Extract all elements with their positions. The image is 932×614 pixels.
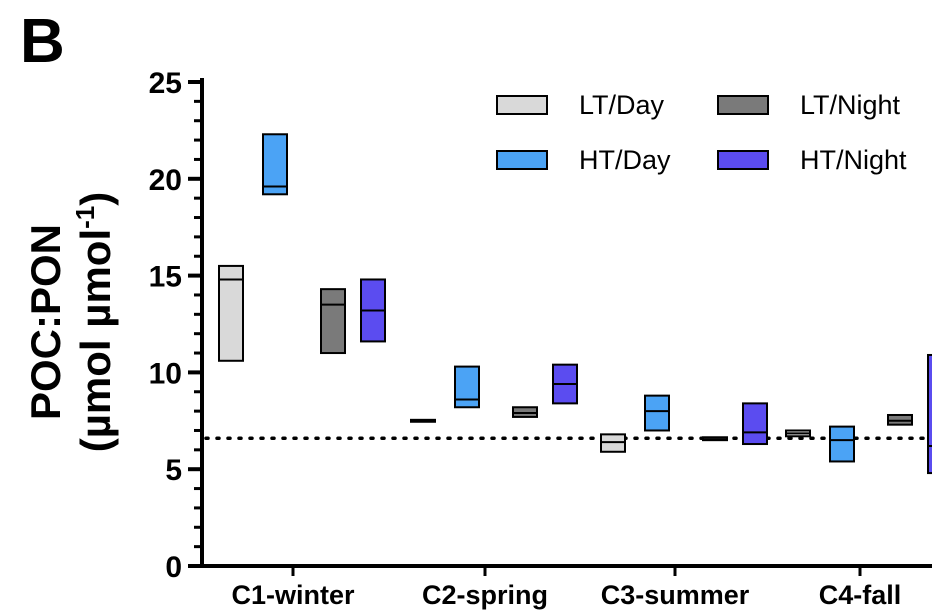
legend-label-lt-day: LT/Day xyxy=(579,90,665,120)
y-axis-label: POC:PON (µmol µmol-1) xyxy=(22,192,119,453)
x-tick-label: C2-spring xyxy=(422,580,548,610)
y-axis-label-superscript: -1 xyxy=(70,206,100,229)
bar-ht-day-c1-winter xyxy=(262,133,288,196)
y-tick-label: 0 xyxy=(165,551,182,584)
y-axis-label-close: ) xyxy=(72,192,119,206)
legend-swatch-ht-night xyxy=(717,150,769,170)
bar-ht-night-c3-summer xyxy=(742,402,768,446)
bar-ht-day-c2-spring xyxy=(454,365,480,409)
legend-label-ht-day: HT/Day xyxy=(579,145,671,175)
x-tick-label: C1-winter xyxy=(231,580,355,610)
bars-layer xyxy=(218,133,932,475)
panel-label: B xyxy=(20,7,65,76)
axes-layer: 0 5 10 15 20 25 C1-winter C2-spring C3-summer C4-… xyxy=(149,67,932,610)
bar-lt-night-c1-winter xyxy=(320,288,346,355)
x-tick-label: C4-fall xyxy=(819,580,902,610)
y-tick-label: 10 xyxy=(149,357,182,390)
bar-lt-day-c1-winter xyxy=(218,264,244,362)
y-tick-label: 15 xyxy=(149,261,182,294)
x-tick-label: C3-summer xyxy=(601,580,750,610)
y-axis-label-line2: (µmol µmol-1) xyxy=(70,192,119,453)
bar-ht-day-c3-summer xyxy=(644,394,670,432)
y-axis-label-line1: POC:PON xyxy=(22,224,69,420)
y-tick-label: 5 xyxy=(165,454,182,487)
legend-swatch-ht-day xyxy=(496,150,548,170)
legend-swatch-lt-day xyxy=(496,95,548,115)
legend: LT/Day LT/Night HT/Day HT/Night xyxy=(496,90,907,175)
legend-swatch-lt-night xyxy=(717,95,769,115)
y-tick-label: 25 xyxy=(149,67,182,100)
y-axis-label-unit: (µmol µmol xyxy=(72,229,119,452)
legend-label-ht-night: HT/Night xyxy=(800,145,907,175)
legend-label-lt-night: LT/Night xyxy=(800,90,901,120)
y-tick-label: 20 xyxy=(149,164,182,197)
bar-ht-day-c4-fall xyxy=(829,425,855,463)
bar-ht-night-c4-fall xyxy=(927,353,932,475)
